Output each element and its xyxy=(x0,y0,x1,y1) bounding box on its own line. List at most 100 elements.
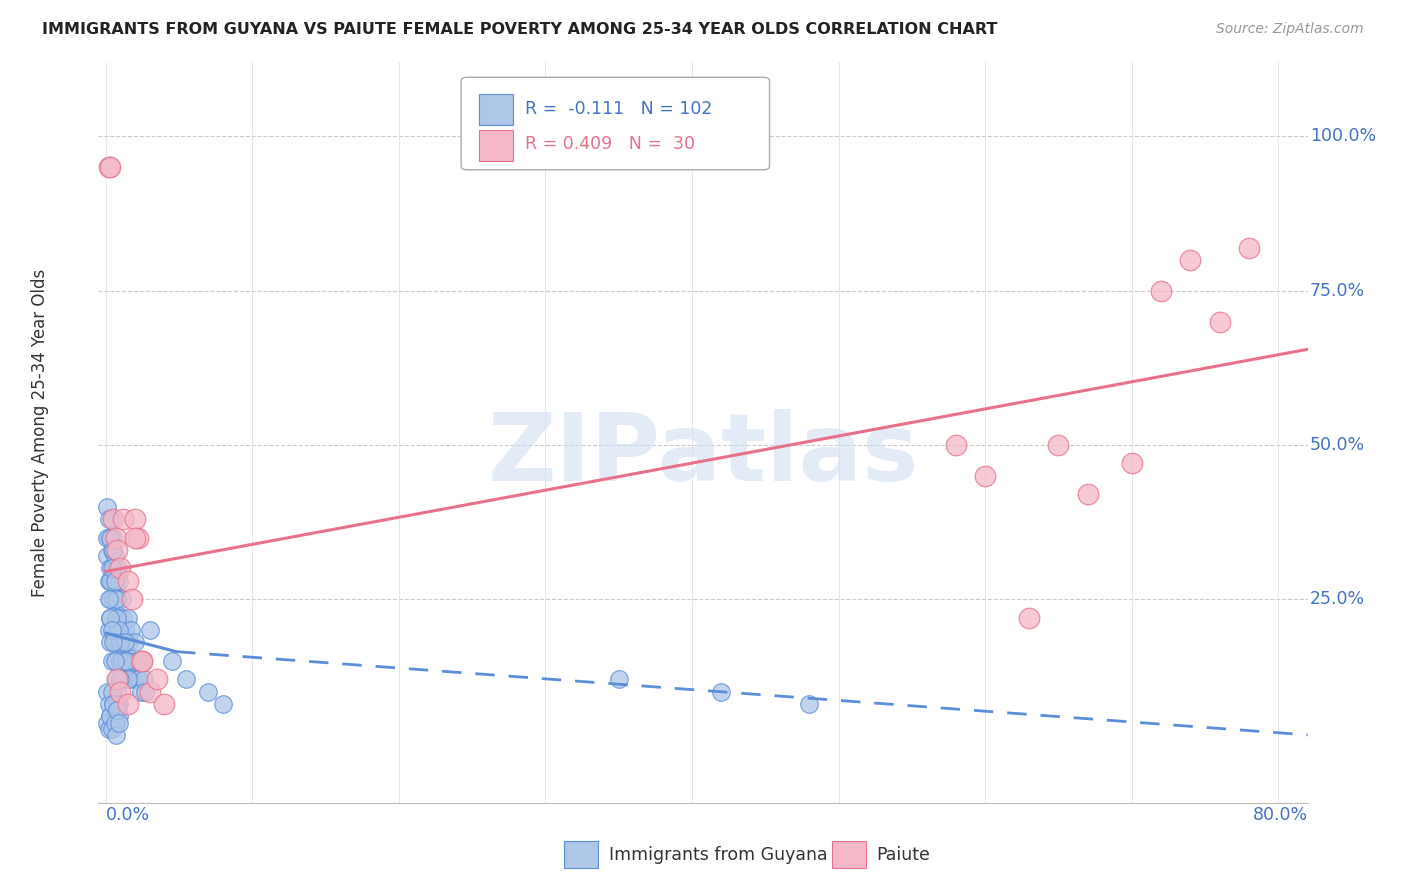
Point xyxy=(129,685,152,699)
Bar xyxy=(564,841,598,868)
Point xyxy=(110,654,132,668)
Point xyxy=(1208,315,1230,329)
Point xyxy=(101,512,124,526)
Point xyxy=(125,673,148,687)
Point xyxy=(124,512,146,526)
Point xyxy=(117,654,139,668)
Point xyxy=(101,697,124,711)
Point xyxy=(97,512,120,526)
Point xyxy=(103,574,125,588)
Point xyxy=(105,580,128,594)
Point xyxy=(98,709,121,723)
Bar xyxy=(832,841,866,868)
Point xyxy=(138,623,160,637)
Point xyxy=(107,685,129,699)
Point xyxy=(122,654,145,668)
Point xyxy=(1077,487,1099,501)
Text: 80.0%: 80.0% xyxy=(1253,805,1308,824)
Point xyxy=(101,697,124,711)
Point xyxy=(108,574,131,588)
Point xyxy=(110,611,132,625)
Text: Immigrants from Guyana: Immigrants from Guyana xyxy=(609,846,827,863)
Point xyxy=(97,574,120,588)
Point xyxy=(98,635,121,649)
Point xyxy=(96,531,118,545)
Point xyxy=(103,654,125,668)
Point xyxy=(105,592,128,607)
Text: 0.0%: 0.0% xyxy=(105,805,150,824)
Point xyxy=(132,673,155,687)
Point xyxy=(110,635,132,649)
Point xyxy=(176,673,198,687)
Point xyxy=(108,697,131,711)
Point xyxy=(97,531,120,545)
Point xyxy=(111,592,134,607)
Point xyxy=(124,635,146,649)
Point xyxy=(127,531,149,545)
Point xyxy=(197,685,219,699)
Point xyxy=(101,531,124,545)
Point xyxy=(117,611,139,625)
Point xyxy=(100,654,122,668)
Point xyxy=(120,623,142,637)
Point xyxy=(1121,457,1143,471)
Point xyxy=(118,635,141,649)
Point xyxy=(97,697,120,711)
Point xyxy=(131,654,153,668)
Point xyxy=(110,673,132,687)
Point xyxy=(103,574,125,588)
Point xyxy=(101,561,124,575)
Point xyxy=(98,592,121,607)
Point xyxy=(98,574,121,588)
Point xyxy=(107,542,129,557)
Point xyxy=(112,512,135,526)
Point xyxy=(107,611,129,625)
Point xyxy=(105,728,128,742)
Text: 75.0%: 75.0% xyxy=(1310,282,1365,300)
FancyBboxPatch shape xyxy=(461,78,769,169)
Point xyxy=(1047,438,1070,452)
Point xyxy=(103,635,125,649)
Point xyxy=(115,635,138,649)
Point xyxy=(110,561,132,575)
Point xyxy=(101,542,124,557)
Point xyxy=(100,542,122,557)
Point xyxy=(212,697,235,711)
Point xyxy=(107,703,129,717)
Text: IMMIGRANTS FROM GUYANA VS PAIUTE FEMALE POVERTY AMONG 25-34 YEAR OLDS CORRELATIO: IMMIGRANTS FROM GUYANA VS PAIUTE FEMALE … xyxy=(42,22,997,37)
Point xyxy=(103,709,125,723)
Point xyxy=(1237,240,1260,255)
Bar xyxy=(479,130,513,161)
Point xyxy=(114,623,136,637)
Point xyxy=(100,722,122,736)
Point xyxy=(97,623,120,637)
Point xyxy=(108,623,131,637)
Point xyxy=(98,611,121,625)
Point xyxy=(710,685,733,699)
Text: 100.0%: 100.0% xyxy=(1310,128,1376,145)
Point xyxy=(138,685,160,699)
Point xyxy=(974,468,997,483)
Point xyxy=(146,673,169,687)
Text: Female Poverty Among 25-34 Year Olds: Female Poverty Among 25-34 Year Olds xyxy=(31,268,49,597)
Point xyxy=(98,161,121,175)
Point xyxy=(121,592,143,607)
Point xyxy=(112,635,135,649)
Text: 50.0%: 50.0% xyxy=(1310,436,1365,454)
Text: R =  -0.111   N = 102: R = -0.111 N = 102 xyxy=(526,100,713,118)
Point xyxy=(112,611,135,625)
Point xyxy=(108,635,131,649)
Point xyxy=(105,611,128,625)
Point xyxy=(1018,611,1040,625)
Point xyxy=(105,531,128,545)
Point xyxy=(108,709,131,723)
Point xyxy=(111,623,134,637)
Point xyxy=(607,673,630,687)
Point xyxy=(1180,252,1202,267)
Point xyxy=(100,512,122,526)
Point xyxy=(117,673,139,687)
Text: Source: ZipAtlas.com: Source: ZipAtlas.com xyxy=(1216,22,1364,37)
Point xyxy=(117,574,139,588)
Point xyxy=(114,654,136,668)
Point xyxy=(160,654,183,668)
